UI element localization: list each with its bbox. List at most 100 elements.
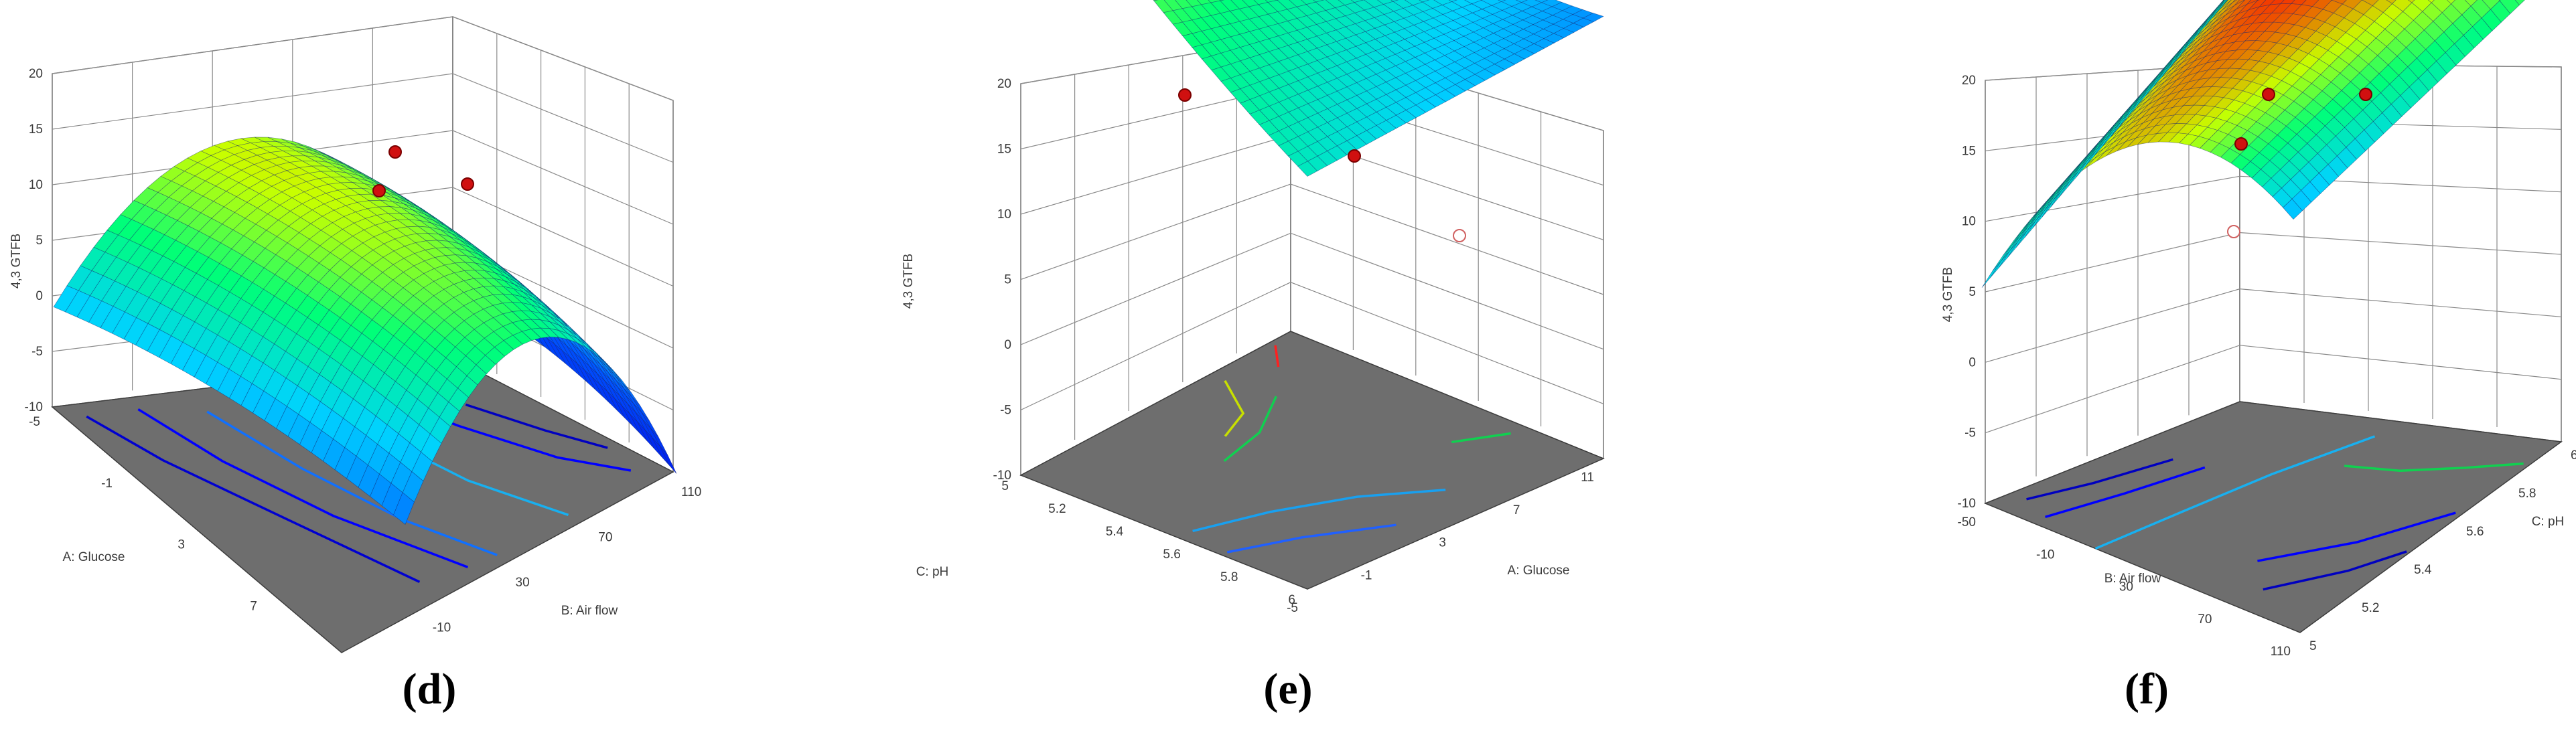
y-tick-label: 5 (2309, 639, 2317, 653)
surface-facet (2246, 0, 2259, 5)
y-tick-label: 5.8 (1220, 570, 1238, 584)
surface-facet (2222, 0, 2228, 6)
surface-facet (1497, 0, 1506, 2)
contour-line (206, 410, 498, 556)
x-tick-label: -5 (1287, 601, 1298, 615)
floor-plane (1019, 331, 1605, 590)
surface-facet (2386, 0, 2396, 4)
contour-line (2094, 435, 2376, 550)
design-point (2262, 88, 2275, 101)
wall-gridline (1985, 345, 2562, 434)
z-tick-label: 15 (29, 122, 43, 137)
surface-facet (2280, 0, 2295, 4)
contour-line (465, 403, 608, 449)
response-surface (53, 137, 677, 525)
x-tick-label: 110 (2271, 645, 2291, 656)
surface-facet (2498, 0, 2501, 1)
x-tick-label: 3 (1439, 536, 1446, 550)
design-point (2227, 225, 2240, 238)
design-point (461, 177, 474, 191)
y-tick-label: 110 (681, 485, 701, 499)
y-tick-label: 5.2 (1048, 502, 1066, 516)
y-tick-label: 70 (598, 531, 612, 545)
caption-e-text: (e) (1263, 665, 1313, 714)
surface-facet (2214, 0, 2227, 16)
y-axis-label: C: pH (2532, 515, 2565, 529)
design-point (1178, 88, 1192, 102)
contour-line (1223, 396, 1277, 463)
surface-facet (2232, 0, 2237, 3)
surface-facet (2362, 0, 2379, 6)
response-surface (1153, 0, 1604, 177)
surface-facet (660, 446, 677, 474)
contour-line (2263, 550, 2407, 591)
surface-facet (1297, 161, 1318, 177)
x-tick-label: 30 (2119, 580, 2133, 594)
wall-gridline (52, 73, 674, 163)
y-tick-label: 5.2 (2362, 601, 2379, 615)
wall-gridline (1020, 232, 1604, 350)
z-tick-label: 20 (997, 77, 1011, 91)
x-tick-label: 11 (1581, 471, 1594, 485)
z-tick-label: 10 (1962, 215, 1976, 229)
z-tick-label: 10 (29, 178, 43, 192)
z-axis-label: 4,3 GTFB (1941, 267, 1955, 322)
surface-facet (2464, 0, 2478, 7)
floor-plane (51, 357, 674, 653)
caption-d-text: (d) (402, 665, 457, 714)
y-tick-label: 6 (2571, 448, 2576, 463)
surface-facet (2408, 0, 2415, 3)
z-tick-label: 5 (35, 234, 43, 248)
contour-line (1192, 488, 1446, 532)
x-tick-label: -1 (101, 477, 113, 491)
y-tick-label: 30 (516, 576, 530, 590)
surface-facet (1448, 0, 1457, 2)
z-tick-label: 20 (1962, 74, 1976, 88)
y-tick-label: 5.6 (2466, 525, 2484, 539)
caption-f: (f) (1717, 664, 2576, 715)
contour-line (1274, 345, 1280, 367)
z-axis-label: 4,3 GTFB (902, 254, 916, 309)
surface-facet (1350, 0, 1364, 3)
contour-line (137, 408, 469, 569)
z-tick-label: 20 (29, 67, 43, 81)
z-tick-label: -10 (1958, 497, 1976, 511)
z-tick-label: 5 (1969, 285, 1976, 299)
design-point (2359, 88, 2372, 101)
y-axis-label: C: pH (916, 565, 949, 579)
x-tick-label: 3 (177, 538, 185, 552)
y-tick-label: 6 (1288, 593, 1295, 607)
surface-facet (2331, 0, 2347, 5)
contour-line (1226, 523, 1397, 554)
x-axis-label: B: Air flow (2104, 572, 2161, 586)
floor-plane (1984, 401, 2563, 633)
z-tick-label: -5 (31, 345, 43, 359)
contour-line (1224, 380, 1245, 437)
z-tick-label: 15 (997, 143, 1011, 157)
contour-line (2026, 458, 2173, 501)
x-axis-label: A: Glucose (1508, 564, 1570, 578)
x-tick-label: -50 (1958, 515, 1976, 529)
z-tick-label: 0 (35, 289, 43, 303)
z-tick-label: 15 (1962, 144, 1976, 158)
wall-gridline (52, 16, 674, 101)
x-axis-label: A: Glucose (63, 550, 125, 564)
design-point (388, 145, 402, 159)
z-tick-label: 0 (1969, 355, 1976, 369)
surface-facet (1419, 0, 1430, 3)
x-tick-label: 7 (250, 599, 257, 613)
contour-line (2344, 462, 2524, 473)
surface-facet (2291, 0, 2307, 5)
panel-f: -10 -5 0 5 10 15 20 -50 -10 30 70 110 5 5.2 5.4 5.6 5.8 6… (1717, 0, 2576, 743)
x-tick-label: -10 (2036, 548, 2054, 562)
z-tick-label: -10 (993, 469, 1011, 483)
y-tick-label: 5.4 (1106, 525, 1124, 539)
wall-gridline (1020, 282, 1604, 411)
z-tick-label: -10 (25, 400, 43, 414)
y-tick-label: 5.6 (1163, 548, 1180, 562)
y-tick-label: 5.8 (2518, 487, 2536, 501)
y-axis-label: B: Air flow (561, 604, 618, 618)
design-point (372, 184, 386, 197)
